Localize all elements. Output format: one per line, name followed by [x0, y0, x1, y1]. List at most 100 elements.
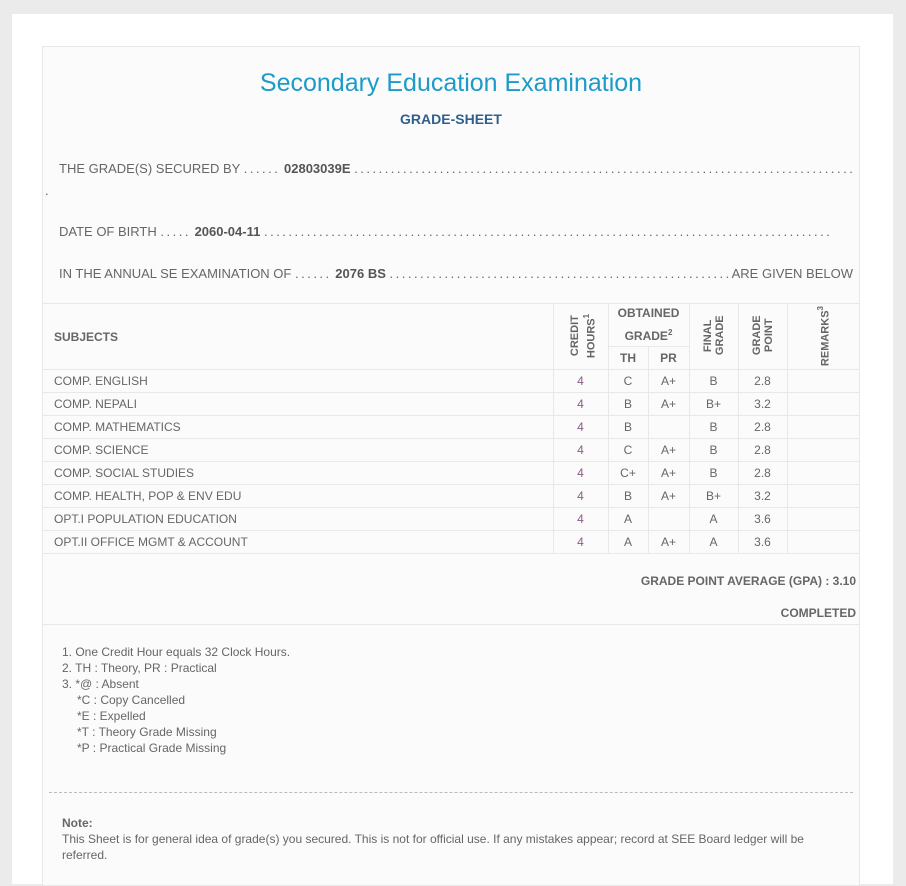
legend-item: 2. TH : Theory, PR : Practical: [62, 661, 217, 675]
credit-hours-cell: 4: [552, 438, 609, 463]
theory-grade-cell: C: [607, 438, 649, 463]
remarks-cell: [786, 530, 859, 555]
credit-hours-header: CREDIT HOURS1: [552, 302, 609, 371]
final-grade-header: FINAL GRADE: [688, 302, 739, 371]
page-panel: Secondary Education Examination GRADE-SH…: [12, 14, 893, 886]
secured-label: THE GRADE(S) SECURED BY: [59, 161, 241, 176]
subject-cell: COMP. SOCIAL STUDIES: [43, 461, 554, 486]
credit-hours-cell: 4: [552, 507, 609, 532]
final-grade-cell: A: [688, 530, 739, 555]
dob-line: DATE OF BIRTH ..... 2060-04-11 .........…: [59, 224, 833, 239]
exam-year: 2076 BS: [335, 266, 386, 281]
theory-grade-cell: B: [607, 484, 649, 509]
credit-hours-cell: 4: [552, 415, 609, 440]
final-grade-cell: B+: [688, 484, 739, 509]
theory-grade-cell: B: [607, 415, 649, 440]
legend-item: *P : Practical Grade Missing: [77, 741, 227, 755]
remarks-header: REMARKS3: [786, 302, 859, 371]
th-header: TH: [607, 346, 649, 371]
practical-grade-cell: A+: [647, 392, 690, 417]
legend-item: *E : Expelled: [77, 709, 146, 723]
remarks-cell: [786, 392, 859, 417]
dob-value: 2060-04-11: [194, 224, 261, 239]
secured-by-line: THE GRADE(S) SECURED BY ...... 02803039E…: [59, 161, 853, 176]
practical-grade-cell: A+: [647, 369, 690, 394]
credit-hours-cell: 4: [552, 530, 609, 555]
dashed-divider: [49, 792, 853, 793]
table-row: COMP. MATHEMATICS 4 B B 2.8: [43, 415, 859, 440]
grade-point-cell: 2.8: [737, 369, 788, 394]
note-title: Note:: [62, 816, 93, 830]
remarks-cell: [786, 369, 859, 394]
legend-item: 3. *@ : Absent: [62, 677, 139, 691]
practical-grade-cell: [647, 415, 690, 440]
grade-point-cell: 2.8: [737, 415, 788, 440]
grade-point-cell: 3.6: [737, 530, 788, 555]
remarks-cell: [786, 438, 859, 463]
table-row: OPT.I POPULATION EDUCATION 4 A A 3.6: [43, 507, 859, 532]
practical-grade-cell: [647, 507, 690, 532]
final-grade-cell: B: [688, 415, 739, 440]
final-grade-cell: B: [688, 438, 739, 463]
subject-cell: OPT.I POPULATION EDUCATION: [43, 507, 554, 532]
wrap-dot: .: [45, 183, 49, 198]
theory-grade-cell: B: [607, 392, 649, 417]
exam-line: IN THE ANNUAL SE EXAMINATION OF ...... 2…: [59, 266, 853, 281]
note-text: This Sheet is for general idea of grade(…: [62, 832, 804, 862]
subject-cell: COMP. HEALTH, POP & ENV EDU: [43, 484, 554, 509]
subjects-header: SUBJECTS: [43, 302, 554, 371]
page-subtitle: GRADE-SHEET: [400, 111, 502, 127]
theory-grade-cell: C: [607, 369, 649, 394]
legend-list: 1. One Credit Hour equals 32 Clock Hours…: [62, 644, 290, 756]
subject-cell: COMP. NEPALI: [43, 392, 554, 417]
final-grade-cell: B+: [688, 392, 739, 417]
final-grade-cell: B: [688, 369, 739, 394]
page-title: Secondary Education Examination: [259, 69, 643, 97]
legend-item: *T : Theory Grade Missing: [77, 725, 217, 739]
credit-hours-cell: 4: [552, 392, 609, 417]
credit-hours-cell: 4: [552, 461, 609, 486]
table-row: OPT.II OFFICE MGMT & ACCOUNT 4 A A+ A 3.6: [43, 530, 859, 555]
given-below: ARE GIVEN BELOW: [731, 266, 853, 281]
table-row: COMP. SOCIAL STUDIES 4 C+ A+ B 2.8: [43, 461, 859, 486]
grade-point-header: GRADE POINT: [737, 302, 788, 371]
grade-point-cell: 3.6: [737, 507, 788, 532]
remarks-cell: [786, 461, 859, 486]
practical-grade-cell: A+: [647, 484, 690, 509]
remarks-cell: [786, 507, 859, 532]
practical-grade-cell: A+: [647, 438, 690, 463]
grade-point-cell: 2.8: [737, 438, 788, 463]
grades-table: SUBJECTS CREDIT HOURS1 OBTAINED GRADE2 F…: [43, 302, 859, 555]
subject-cell: COMP. ENGLISH: [43, 369, 554, 394]
remarks-cell: [786, 415, 859, 440]
dob-label: DATE OF BIRTH: [59, 224, 157, 239]
practical-grade-cell: A+: [647, 461, 690, 486]
credit-hours-cell: 4: [552, 484, 609, 509]
table-row: COMP. SCIENCE 4 C A+ B 2.8: [43, 438, 859, 463]
divider: [43, 624, 859, 625]
subject-cell: OPT.II OFFICE MGMT & ACCOUNT: [43, 530, 554, 555]
subject-cell: COMP. SCIENCE: [43, 438, 554, 463]
disclaimer-note: Note: This Sheet is for general idea of …: [62, 815, 839, 863]
final-grade-cell: A: [688, 507, 739, 532]
table-row: COMP. ENGLISH 4 C A+ B 2.8: [43, 369, 859, 394]
result-status: COMPLETED: [780, 606, 856, 620]
symbol-number: 02803039E: [284, 161, 351, 176]
remarks-cell: [786, 484, 859, 509]
subject-cell: COMP. MATHEMATICS: [43, 415, 554, 440]
table-row: COMP. NEPALI 4 B A+ B+ 3.2: [43, 392, 859, 417]
obtained-grade-header: OBTAINED GRADE2: [607, 302, 690, 348]
final-grade-cell: B: [688, 461, 739, 486]
legend-item: *C : Copy Cancelled: [77, 693, 186, 707]
exam-label: IN THE ANNUAL SE EXAMINATION OF: [59, 266, 292, 281]
theory-grade-cell: A: [607, 507, 649, 532]
grade-point-cell: 2.8: [737, 461, 788, 486]
grade-point-cell: 3.2: [737, 392, 788, 417]
theory-grade-cell: C+: [607, 461, 649, 486]
pr-header: PR: [647, 346, 690, 371]
grade-sheet-card: Secondary Education Examination GRADE-SH…: [42, 46, 860, 886]
gpa-value: GRADE POINT AVERAGE (GPA) : 3.10: [640, 574, 856, 588]
table-row: COMP. HEALTH, POP & ENV EDU 4 B A+ B+ 3.2: [43, 484, 859, 509]
theory-grade-cell: A: [607, 530, 649, 555]
legend-item: 1. One Credit Hour equals 32 Clock Hours…: [62, 645, 291, 659]
